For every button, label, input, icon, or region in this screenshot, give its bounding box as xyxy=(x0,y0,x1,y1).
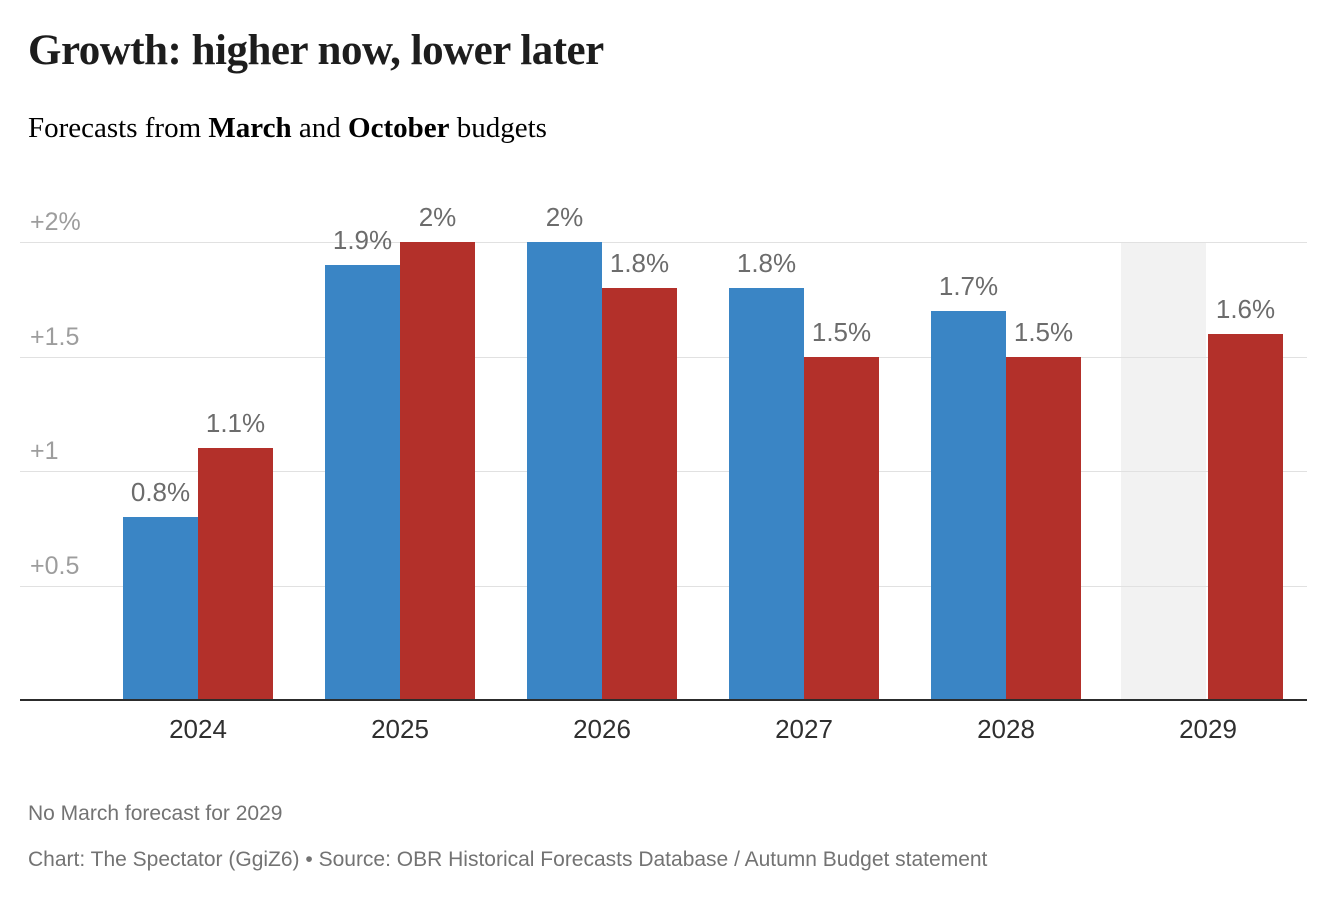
gridline xyxy=(20,242,1307,243)
october-bar xyxy=(198,448,273,700)
subtitle-prefix: Forecasts from xyxy=(28,112,209,144)
march-bar xyxy=(123,516,198,700)
chart-subtitle: Forecasts from March and October budgets xyxy=(28,112,547,145)
value-label: 0.8% xyxy=(130,476,191,507)
no-data-note: No March forecast for 2029 xyxy=(28,802,283,825)
march-bar xyxy=(729,287,804,700)
value-label: 1.9% xyxy=(332,224,393,255)
value-label: 1.6% xyxy=(1215,293,1276,324)
value-label: 1.5% xyxy=(811,316,872,347)
legend-march-label: March xyxy=(208,112,292,144)
value-label: 2% xyxy=(545,202,584,232)
october-bar xyxy=(1006,356,1081,700)
subtitle-suffix: budgets xyxy=(449,112,547,144)
y-tick-label: +1 xyxy=(30,437,59,465)
x-axis-label: 2026 xyxy=(573,714,631,744)
x-axis-line xyxy=(20,699,1307,701)
october-bar xyxy=(602,287,677,700)
october-bar xyxy=(400,242,475,700)
october-bar xyxy=(1208,333,1283,700)
y-tick-label: +2% xyxy=(30,208,81,236)
march-bar xyxy=(325,264,400,700)
value-label: 1.5% xyxy=(1013,316,1074,347)
march-bar xyxy=(527,242,602,700)
value-label: 1.1% xyxy=(205,408,266,439)
october-bar xyxy=(804,356,879,700)
x-axis-label: 2024 xyxy=(169,714,227,744)
value-label: 1.7% xyxy=(938,270,999,301)
y-tick-label: +1.5 xyxy=(30,322,80,351)
chart-title: Growth: higher now, lower later xyxy=(28,27,604,74)
march-bar xyxy=(931,310,1006,700)
x-axis-label: 2027 xyxy=(775,714,833,744)
subtitle-and: and xyxy=(291,112,349,144)
x-axis-label: 2025 xyxy=(371,714,429,744)
x-axis-label: 2028 xyxy=(977,714,1035,744)
legend-october-label: October xyxy=(348,112,450,144)
value-label: 2% xyxy=(418,202,457,232)
chart-credit: Chart: The Spectator (GgiZ6) • Source: O… xyxy=(28,848,988,871)
value-label: 1.8% xyxy=(609,247,670,278)
x-axis-label: 2029 xyxy=(1179,714,1237,744)
y-tick-label: +0.5 xyxy=(30,551,80,580)
value-label: 1.8% xyxy=(736,247,797,278)
